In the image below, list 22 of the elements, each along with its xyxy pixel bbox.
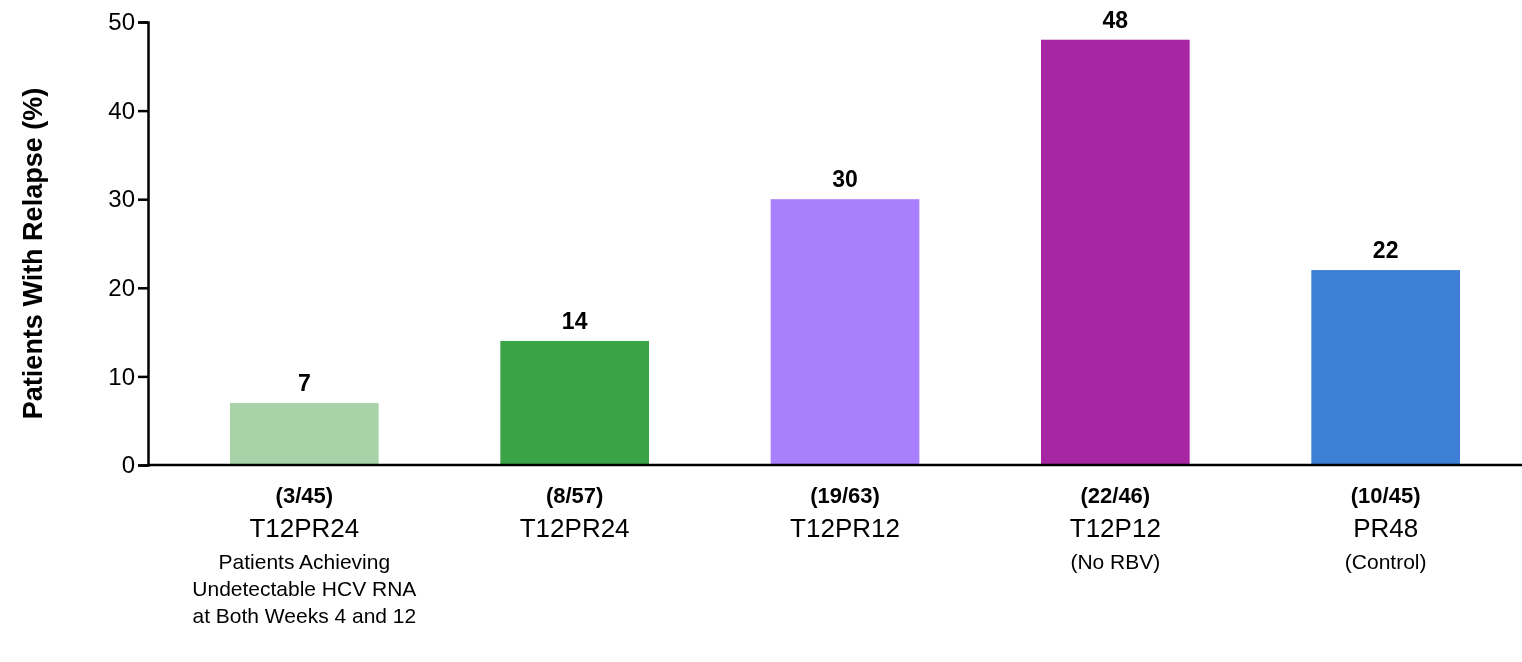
y-tick-label: 50 bbox=[108, 8, 135, 36]
data-label: 30 bbox=[832, 166, 858, 193]
x-tick-label: (8/57) T12PR24 bbox=[519, 483, 630, 543]
bar bbox=[230, 402, 379, 465]
y-tick-label: 20 bbox=[108, 273, 135, 301]
data-label: 7 bbox=[297, 369, 311, 396]
x-tick-label: (10/45) PR48 (Control) bbox=[1344, 483, 1427, 573]
y-tick-label: 30 bbox=[108, 185, 135, 213]
bar bbox=[770, 199, 920, 465]
y-tick-label: 40 bbox=[108, 96, 135, 124]
x-tick-label: (19/63) T12PR12 bbox=[790, 483, 900, 543]
x-tick-label: (3/45) T12PR24 Patients Achieving Undetectable HCV RNA at Both Weeks 4 and 12 bbox=[192, 483, 417, 627]
data-label: 14 bbox=[561, 307, 588, 334]
y-tick-label: 0 bbox=[121, 451, 135, 479]
data-label: 22 bbox=[1372, 237, 1399, 264]
x-tick-label: (22/46) T12P12 (No RBV) bbox=[1069, 483, 1161, 573]
bar bbox=[1040, 39, 1190, 465]
bar bbox=[500, 340, 650, 465]
bar bbox=[1311, 270, 1460, 465]
data-label: 48 bbox=[1102, 6, 1129, 33]
y-tick-label: 10 bbox=[108, 362, 135, 390]
y-axis-title: Patients With Relapse (%) bbox=[18, 87, 48, 420]
